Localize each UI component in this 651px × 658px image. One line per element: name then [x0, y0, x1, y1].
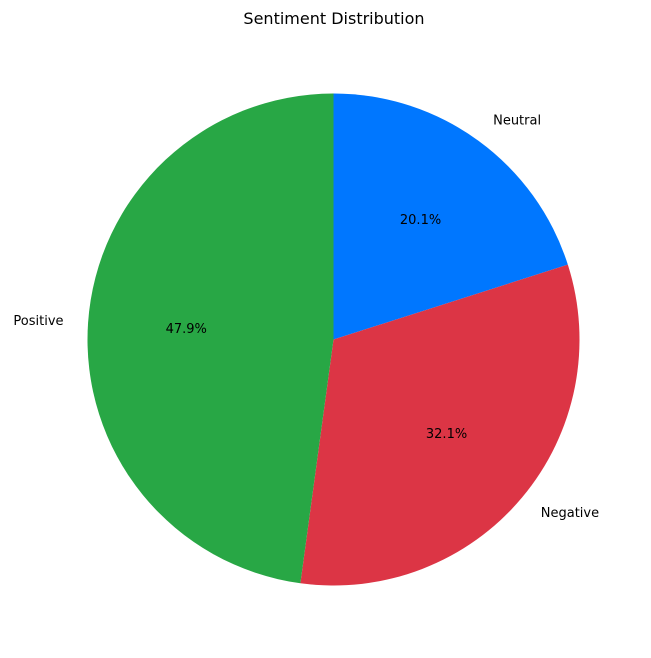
percent-label-neutral: 20.1%	[400, 213, 441, 228]
pie-slice-negative	[300, 264, 580, 586]
chart-title: Sentiment Distribution	[243, 9, 424, 28]
slice-label-positive: Positive	[13, 314, 63, 329]
slice-label-negative: Negative	[541, 506, 599, 521]
pie-slice-positive	[87, 93, 334, 584]
percent-label-negative: 32.1%	[426, 427, 467, 442]
pie-slices	[87, 93, 580, 586]
pie-labels: Neutral 20.1% Negative 32.1% Positive 47.9%	[13, 113, 599, 520]
percent-label-positive: 47.9%	[166, 322, 207, 337]
pie-slice-neutral	[333, 93, 568, 340]
slice-label-neutral: Neutral	[493, 113, 541, 128]
